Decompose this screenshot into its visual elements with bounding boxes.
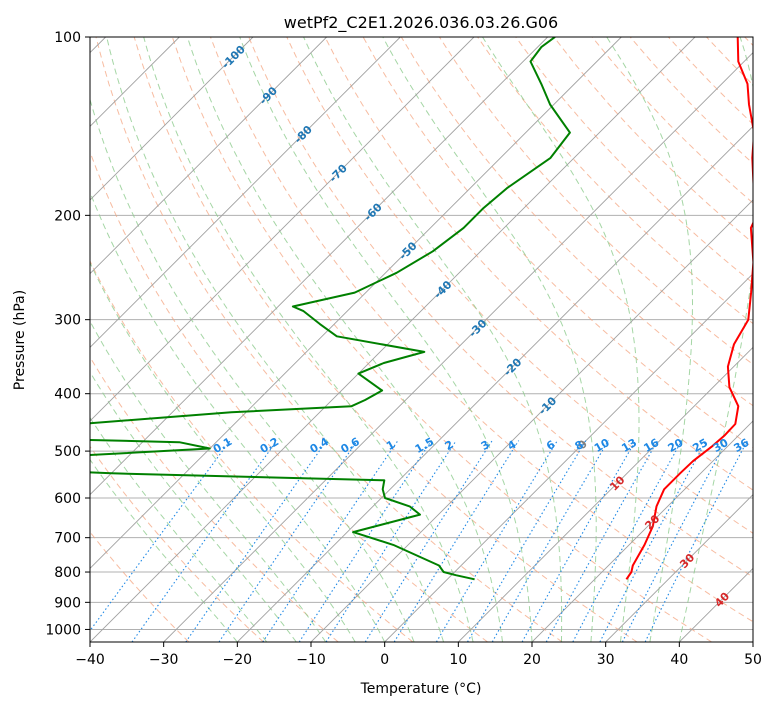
y-tick-label: 800 — [54, 565, 81, 581]
chart-title: wetPf2_C2E1.2026.036.03.26.G06 — [284, 13, 558, 33]
x-tick-label: 50 — [744, 652, 762, 668]
x-tick-label: −40 — [75, 652, 105, 668]
y-tick-label: 500 — [54, 444, 81, 460]
y-axis-label: Pressure (hPa) — [12, 290, 28, 390]
y-tick-label: 900 — [54, 595, 81, 611]
x-tick-label: 40 — [670, 652, 688, 668]
y-tick-label: 700 — [54, 531, 81, 547]
x-tick-label: 10 — [449, 652, 467, 668]
y-tick-label: 100 — [54, 30, 81, 46]
x-axis-label: Temperature (°C) — [360, 681, 482, 697]
y-tick-label: 600 — [54, 491, 81, 507]
x-tick-label: −30 — [149, 652, 179, 668]
y-tick-label: 300 — [54, 313, 81, 329]
x-tick-label: −10 — [296, 652, 326, 668]
x-tick-label: 0 — [380, 652, 389, 668]
y-tick-label: 200 — [54, 208, 81, 224]
x-tick-label: 30 — [597, 652, 615, 668]
y-tick-label: 1000 — [45, 622, 81, 638]
x-tick-label: 20 — [523, 652, 541, 668]
y-tick-label: 400 — [54, 387, 81, 403]
x-tick-label: −20 — [223, 652, 253, 668]
